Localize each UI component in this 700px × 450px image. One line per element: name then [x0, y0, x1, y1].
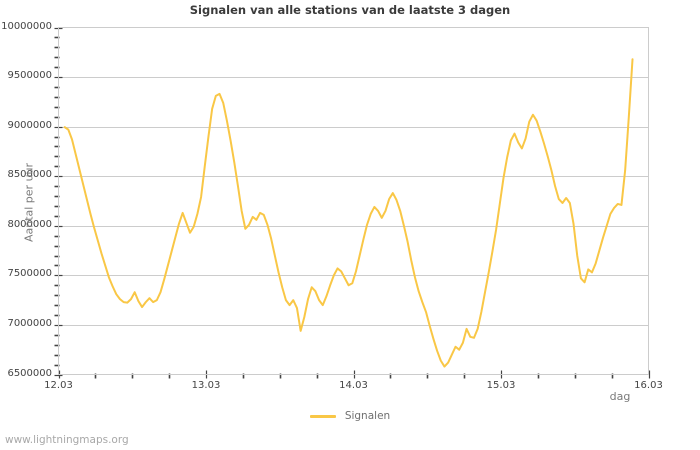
y-tick-label: 8000000 — [7, 218, 52, 230]
data-series-layer — [63, 58, 634, 368]
y-tick-label: 7000000 — [7, 317, 52, 329]
chart-legend: Signalen — [0, 410, 700, 422]
y-tick-label: 7500000 — [7, 268, 52, 280]
x-tick-label: 14.03 — [339, 379, 368, 391]
y-tick-label: 8500000 — [7, 169, 52, 181]
y-tick-label: 10000000 — [1, 20, 52, 32]
y-axis-label: Aantal per uur — [22, 162, 36, 243]
x-axis-label: dag — [609, 390, 631, 403]
y-tick-label: 9000000 — [7, 119, 52, 131]
legend-entry-signalen[interactable]: Signalen — [309, 410, 391, 422]
watermark-text: www.lightningmaps.org — [5, 434, 129, 446]
gridlines — [58, 77, 649, 326]
chart-title: Signalen van alle stations van de laatst… — [189, 3, 511, 17]
plot-frame — [58, 27, 649, 375]
legend-color-swatch — [309, 414, 336, 418]
y-tick-label: 9500000 — [7, 70, 52, 82]
x-tick-label: 16.03 — [634, 379, 663, 391]
x-tick-label: 12.03 — [44, 379, 73, 391]
data-line-signalen — [63, 58, 634, 368]
x-tick-label: 15.03 — [486, 379, 516, 391]
legend-label: Signalen — [344, 410, 391, 422]
y-tick-label: 6500000 — [7, 367, 52, 379]
x-tick-label: 13.03 — [191, 379, 221, 391]
